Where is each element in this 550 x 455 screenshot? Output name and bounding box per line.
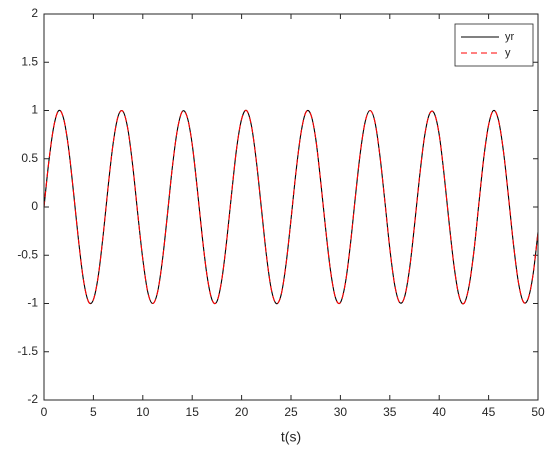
x-tick-label: 10 <box>136 405 150 419</box>
x-tick-label: 15 <box>186 405 200 419</box>
y-tick-label: -0.5 <box>17 247 38 261</box>
legend-label: y <box>505 47 511 59</box>
x-tick-label: 5 <box>90 405 97 419</box>
x-tick-label: 40 <box>433 405 447 419</box>
y-tick-label: 0.5 <box>21 151 38 165</box>
x-axis-label: t(s) <box>281 429 301 445</box>
y-tick-label: -2 <box>27 392 38 406</box>
legend-box <box>454 23 534 67</box>
axes-box <box>43 13 539 401</box>
y-tick-label: -1 <box>27 296 38 310</box>
x-tick-label: 30 <box>334 405 348 419</box>
legend-label: yr <box>505 31 515 43</box>
x-tick-label: 35 <box>383 405 397 419</box>
y-tick-label: 2 <box>31 6 38 20</box>
x-tick-label: 20 <box>235 405 249 419</box>
x-tick-label: 45 <box>482 405 496 419</box>
x-tick-label: 0 <box>41 405 48 419</box>
x-tick-label: 50 <box>531 405 545 419</box>
y-tick-label: 1.5 <box>21 54 38 68</box>
y-tick-label: -1.5 <box>17 344 38 358</box>
y-tick-label: 0 <box>31 199 38 213</box>
plot-area <box>44 14 538 400</box>
x-tick-label: 25 <box>284 405 298 419</box>
y-tick-label: 1 <box>31 103 38 117</box>
series-line <box>43 109 539 305</box>
